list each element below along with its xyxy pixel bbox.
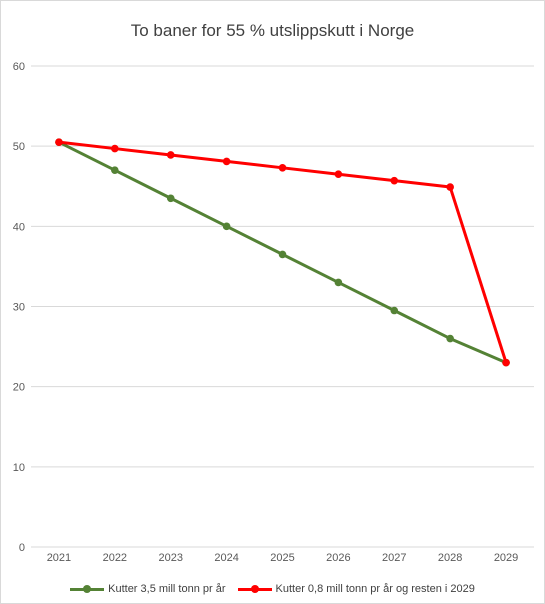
data-point-series-1-2025: [278, 250, 287, 259]
data-point-series-2-2028: [446, 183, 454, 191]
data-point-series-2-2025: [278, 164, 287, 172]
data-point-series-2-2023: [166, 151, 175, 159]
data-point-series-1-2024: [222, 222, 231, 231]
data-point-series-1-2026: [334, 278, 343, 287]
data-point-series-1-2028: [446, 334, 454, 343]
legend-item-series-2: Kutter 0,8 mill tonn pr år og resten i 2…: [237, 583, 475, 595]
data-point-series-1-2023: [166, 194, 175, 203]
data-point-series-1-2027: [390, 306, 399, 315]
data-point-series-2-2027: [390, 176, 399, 185]
legend-label-series-2: Kutter 0,8 mill tonn pr år og resten i 2…: [275, 583, 475, 595]
x-tick-label-2023: 2023: [158, 552, 182, 564]
data-point-series-2-2029: [502, 358, 510, 367]
data-point-series-1-2022: [111, 166, 119, 175]
y-tick-label-20: 20: [13, 382, 25, 394]
x-tick-label-2021: 2021: [47, 552, 71, 564]
data-point-series-2-2021: [55, 138, 63, 146]
x-tick-label-2027: 2027: [382, 552, 406, 564]
y-tick-label-10: 10: [13, 462, 25, 474]
x-tick-label-2029: 2029: [494, 552, 518, 564]
x-tick-label-2028: 2028: [438, 552, 462, 564]
data-point-series-2-2026: [334, 170, 343, 179]
x-tick-label-2025: 2025: [270, 552, 294, 564]
legend-swatch-series-2: [237, 584, 272, 594]
y-tick-label-30: 30: [13, 302, 25, 314]
x-tick-label-2026: 2026: [326, 552, 350, 564]
chart-title: To baner for 55 % utslippskutt i Norge: [130, 21, 415, 40]
y-tick-label-60: 60: [13, 61, 25, 73]
y-tick-label-40: 40: [13, 221, 25, 233]
x-tick-label-2024: 2024: [214, 552, 238, 564]
y-tick-label-0: 0: [19, 542, 25, 554]
legend-swatch-series-1: [70, 584, 105, 594]
legend-item-series-1: Kutter 3,5 mill tonn pr år: [70, 583, 226, 595]
data-point-series-2-2024: [222, 157, 231, 166]
y-tick-label-50: 50: [13, 141, 25, 153]
data-point-series-2-2022: [111, 144, 119, 153]
x-tick-label-2022: 2022: [103, 552, 127, 564]
legend-label-series-1: Kutter 3,5 mill tonn pr år: [108, 583, 226, 595]
legend: Kutter 3,5 mill tonn pr år Kutter 0,8 mi…: [1, 583, 544, 595]
